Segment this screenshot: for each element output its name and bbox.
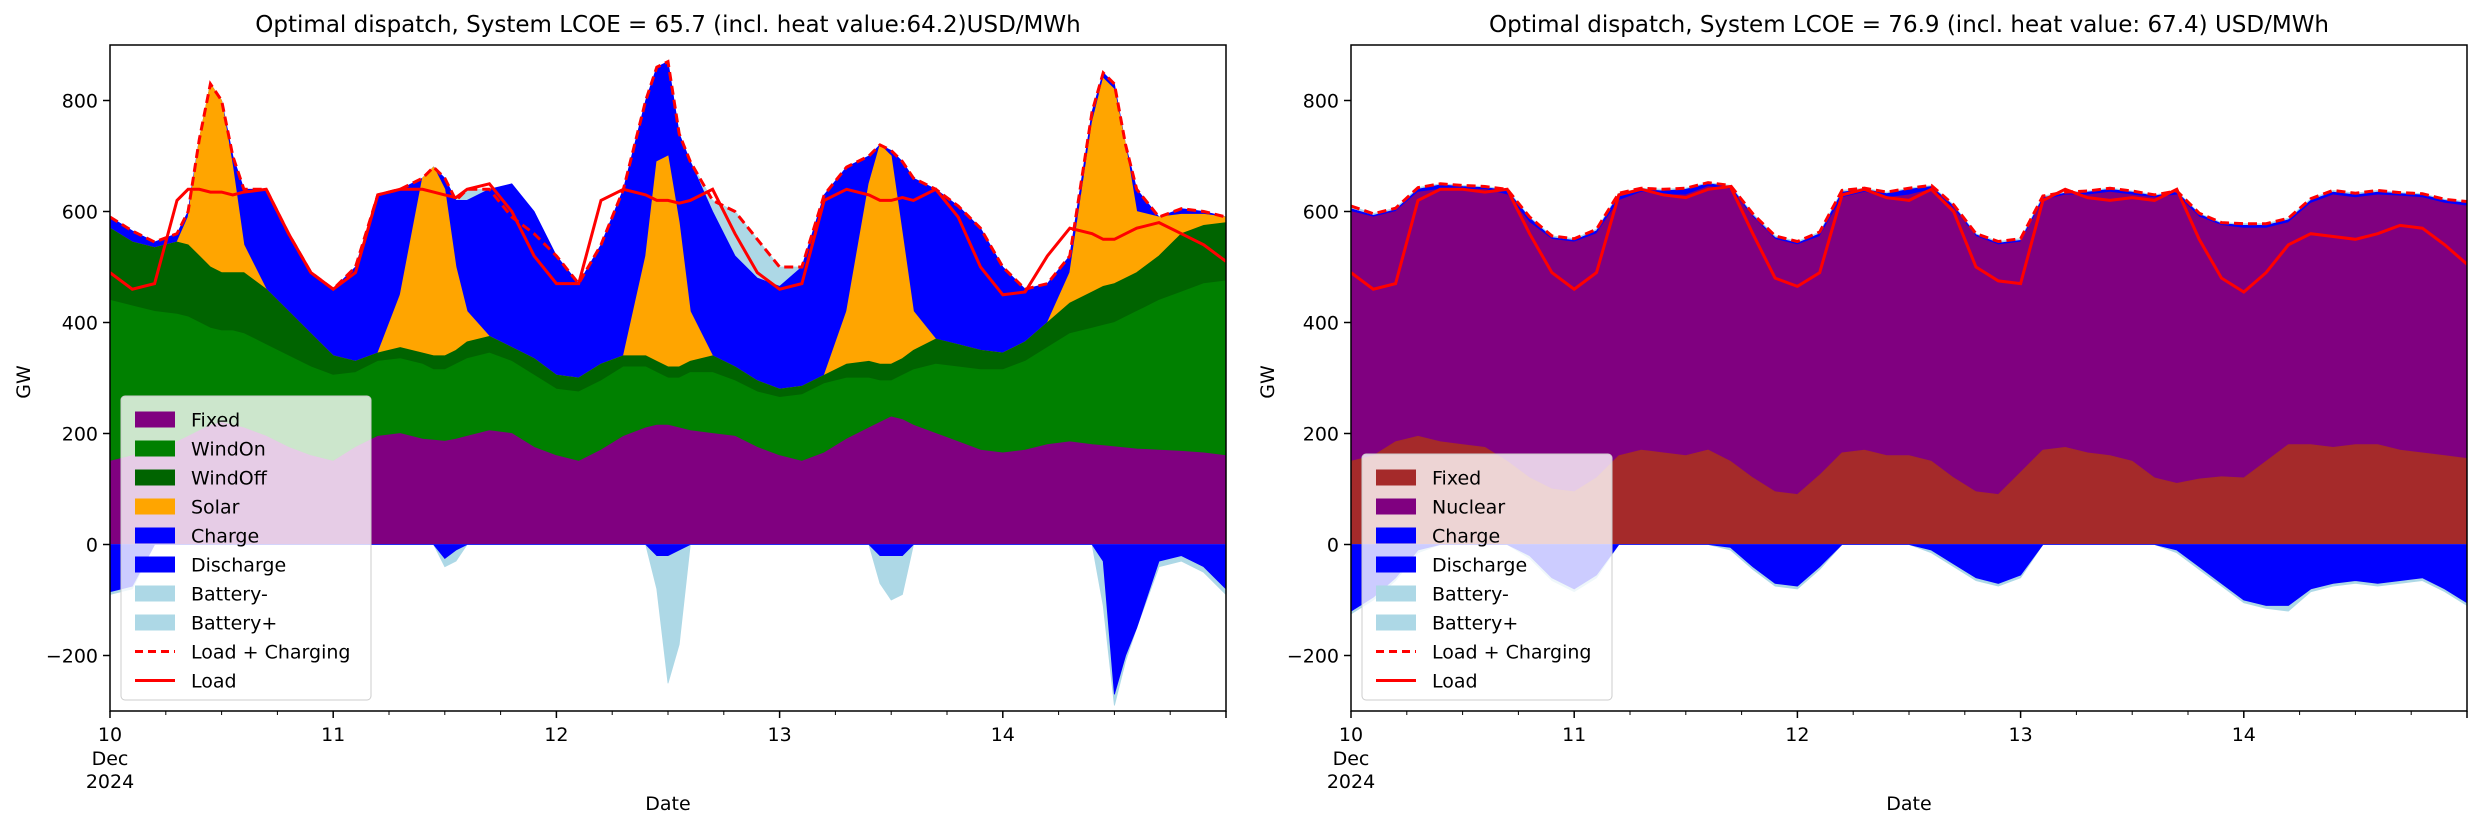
x-tick-label: 11 <box>1562 724 1586 746</box>
legend-swatch <box>135 556 175 573</box>
series-line-load <box>1351 184 2467 294</box>
legend-label: Battery+ <box>1432 613 1518 635</box>
series-line-load <box>110 182 1226 297</box>
legend-swatch <box>135 411 175 428</box>
y-tick-label: −200 <box>46 646 98 668</box>
y-tick-label: 200 <box>62 424 98 446</box>
legend-swatch <box>1376 469 1416 486</box>
y-tick-label: 600 <box>62 202 98 224</box>
y-tick-label: 400 <box>62 313 98 335</box>
legend-swatch <box>135 498 175 515</box>
legend-swatch <box>135 469 175 486</box>
legend-label: WindOn <box>191 439 266 461</box>
legend-box <box>120 395 372 701</box>
legend-swatch <box>1376 527 1416 544</box>
chart-right: Optimal dispatch, System LCOE = 76.9 (in… <box>1257 12 2468 815</box>
series-fill-discharge <box>110 544 1226 695</box>
x-tick-label: 14 <box>991 724 1015 746</box>
legend-label: Load <box>1432 671 1478 693</box>
chart-left-ylabel: GW <box>13 365 35 399</box>
x-tick-label: 13 <box>2009 724 2033 746</box>
legend-label: Charge <box>1432 526 1500 548</box>
legend-swatch <box>135 527 175 544</box>
legend-label: Battery+ <box>191 613 277 635</box>
chart-left-xlabel: Date <box>645 793 690 815</box>
y-tick-label: 800 <box>1303 91 1339 113</box>
x-tick-label: 13 <box>768 724 792 746</box>
legend-label: Load + Charging <box>1432 642 1591 664</box>
legend-label: Discharge <box>1432 555 1527 577</box>
x-tick-label: 12 <box>1785 724 1809 746</box>
legend-swatch <box>135 585 175 602</box>
legend-label: Charge <box>191 526 259 548</box>
legend-label: Load <box>191 671 237 693</box>
series-layer <box>1351 181 2467 615</box>
legend-swatch <box>1376 614 1416 631</box>
legend: Fixed WindOn WindOff Solar Charge Discharge Ba… <box>120 395 372 701</box>
x-tick-sublabel: 2024 <box>1327 771 1375 793</box>
legend-label: Discharge <box>191 555 286 577</box>
legend-swatch <box>135 614 175 631</box>
y-tick-label: 200 <box>1303 424 1339 446</box>
legend-swatch <box>1376 585 1416 602</box>
legend: Fixed Nuclear Charge Discharge Battery- Batte… <box>1361 453 1613 701</box>
y-tick-label: 800 <box>62 91 98 113</box>
legend-box <box>1361 453 1613 701</box>
legend-swatch <box>1376 498 1416 515</box>
y-tick-label: −200 <box>1287 646 1339 668</box>
x-tick-label: 10 <box>98 724 122 746</box>
legend-label: Solar <box>191 497 240 519</box>
series-layer <box>110 59 1226 706</box>
chart-right-ylabel: GW <box>1257 365 1279 399</box>
legend-label: WindOff <box>191 468 268 490</box>
y-tick-label: 0 <box>86 535 98 557</box>
x-tick-label: 12 <box>544 724 568 746</box>
legend-label: Battery- <box>191 584 268 606</box>
x-tick-label: 11 <box>321 724 345 746</box>
x-tick-label: 14 <box>2232 724 2256 746</box>
x-tick-sublabel: Dec <box>1333 748 1370 770</box>
legend-label: Load + Charging <box>191 642 350 664</box>
legend-swatch <box>1376 556 1416 573</box>
legend-label: Fixed <box>191 410 240 432</box>
y-tick-label: 600 <box>1303 202 1339 224</box>
legend-label: Fixed <box>1432 468 1481 490</box>
chart-right-xlabel: Date <box>1886 793 1931 815</box>
legend-swatch <box>135 440 175 457</box>
x-tick-sublabel: 2024 <box>86 771 134 793</box>
chart-left: Optimal dispatch, System LCOE = 65.7 (in… <box>13 12 1227 815</box>
series-line-load-charging <box>1351 181 2467 244</box>
legend-label: Battery- <box>1432 584 1509 606</box>
x-tick-label: 10 <box>1339 724 1363 746</box>
y-tick-label: 0 <box>1327 535 1339 557</box>
legend-label: Nuclear <box>1432 497 1505 519</box>
chart-left-title: Optimal dispatch, System LCOE = 65.7 (in… <box>255 12 1080 38</box>
x-tick-sublabel: Dec <box>92 748 129 770</box>
chart-right-title: Optimal dispatch, System LCOE = 76.9 (in… <box>1489 12 2329 38</box>
y-tick-label: 400 <box>1303 313 1339 335</box>
